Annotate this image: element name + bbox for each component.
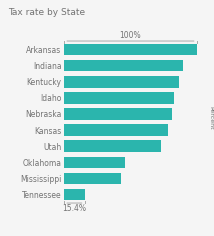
Bar	[64, 189, 85, 200]
Bar	[64, 76, 180, 88]
Text: Tax rate by State: Tax rate by State	[9, 8, 86, 17]
Text: Percent: Percent	[208, 106, 213, 130]
Bar	[64, 92, 174, 104]
Bar	[64, 60, 183, 71]
Text: 100%: 100%	[120, 31, 141, 40]
Bar	[64, 173, 121, 184]
Bar	[64, 44, 197, 55]
Bar	[64, 124, 168, 136]
Bar	[64, 108, 171, 120]
Text: 15.4%: 15.4%	[62, 204, 86, 213]
Bar	[64, 156, 125, 168]
Bar	[64, 140, 161, 152]
